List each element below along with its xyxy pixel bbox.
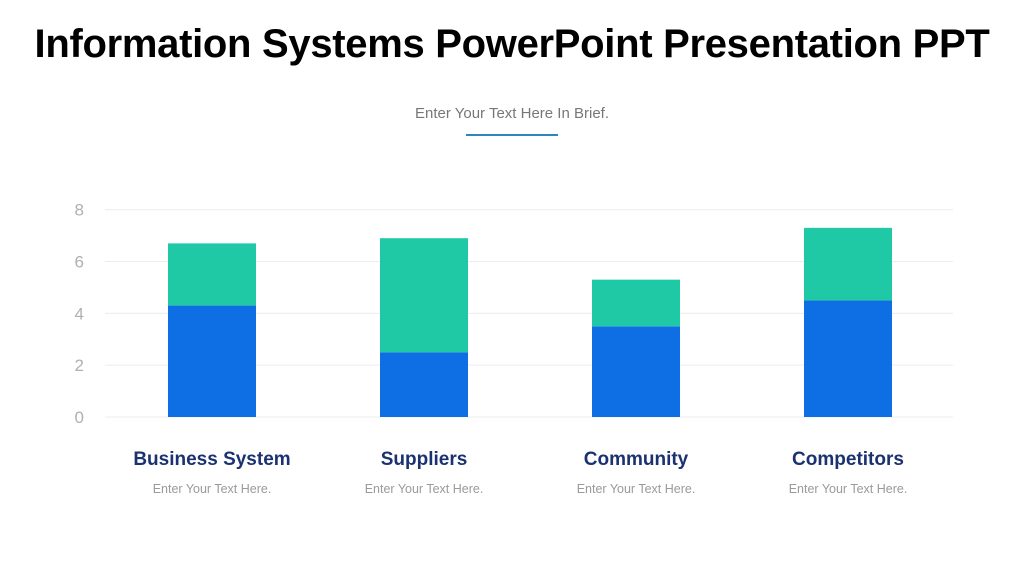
category-label: Competitors — [792, 449, 904, 470]
y-tick-label: 2 — [75, 356, 84, 375]
bar-segment-series2 — [168, 243, 256, 306]
subtitle-divider — [466, 134, 558, 136]
category-description: Enter Your Text Here. — [153, 482, 272, 496]
category-description: Enter Your Text Here. — [365, 482, 484, 496]
y-tick-label: 6 — [75, 253, 84, 272]
y-tick-label: 0 — [75, 408, 84, 427]
bar-segment-series1 — [168, 305, 256, 417]
category-label: Suppliers — [381, 449, 468, 470]
y-tick-label: 8 — [75, 201, 84, 220]
bar-segment-series1 — [804, 300, 892, 417]
category-label: Business System — [133, 449, 290, 470]
y-tick-label: 4 — [75, 304, 84, 323]
category-description: Enter Your Text Here. — [789, 482, 908, 496]
bar-segment-series2 — [380, 238, 468, 353]
bar-segment-series2 — [804, 227, 892, 301]
bar-segment-series1 — [592, 326, 680, 417]
category-label: Community — [584, 449, 689, 470]
bar-segment-series2 — [592, 279, 680, 327]
slide-subtitle: Enter Your Text Here In Brief. — [415, 105, 609, 122]
bar-segment-series1 — [380, 352, 468, 417]
category-description: Enter Your Text Here. — [577, 482, 696, 496]
slide-title: Information Systems PowerPoint Presentat… — [34, 22, 990, 66]
